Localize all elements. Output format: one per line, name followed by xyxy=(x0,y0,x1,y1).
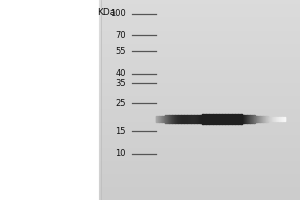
Text: 25: 25 xyxy=(116,98,126,108)
Text: 40: 40 xyxy=(116,70,126,78)
Text: 10: 10 xyxy=(116,150,126,158)
Text: 55: 55 xyxy=(116,46,126,55)
Text: 100: 100 xyxy=(110,9,126,19)
Text: 35: 35 xyxy=(116,78,126,88)
Text: 70: 70 xyxy=(116,30,126,40)
Text: 15: 15 xyxy=(116,127,126,136)
Text: KDa: KDa xyxy=(97,8,116,17)
